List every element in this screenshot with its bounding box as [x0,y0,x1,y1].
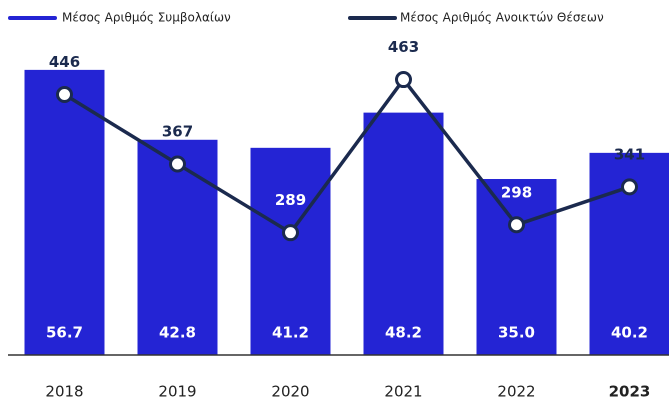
line-value-label: 289 [275,191,306,209]
line-value-label: 341 [614,145,645,163]
legend-label: Μέσος Αριθμός Συμβολαίων [62,11,231,25]
x-tick-label: 2023 [609,383,651,401]
bar-value-label: 56.7 [46,324,83,342]
bar [250,147,331,355]
x-tick-label: 2022 [497,383,535,401]
bar [363,112,444,355]
bar-value-label: 42.8 [159,324,196,342]
x-tick-label: 2021 [384,383,422,401]
line-value-label: 463 [388,38,419,56]
legend-label: Μέσος Αριθμός Ανοικτών Θέσεων [400,11,604,25]
bar-value-label: 48.2 [385,324,422,342]
bar-value-label: 41.2 [272,324,309,342]
x-tick-label: 2018 [45,383,83,401]
line-point [508,216,525,234]
bar-value-label: 35.0 [498,324,535,342]
line-point [282,224,299,242]
line-point [621,178,638,196]
line-value-label: 367 [162,123,193,141]
bar [137,139,218,355]
line [63,76,631,236]
line-point [169,155,186,173]
x-tick-label: 2020 [271,383,309,401]
bar [476,179,557,355]
bar [24,69,105,355]
line-value-label: 298 [501,183,532,201]
x-tick-label: 2019 [158,383,196,401]
line-value-label: 446 [49,53,80,71]
line-point [395,71,412,89]
line-point [56,86,73,104]
bar-value-label: 40.2 [611,324,648,342]
